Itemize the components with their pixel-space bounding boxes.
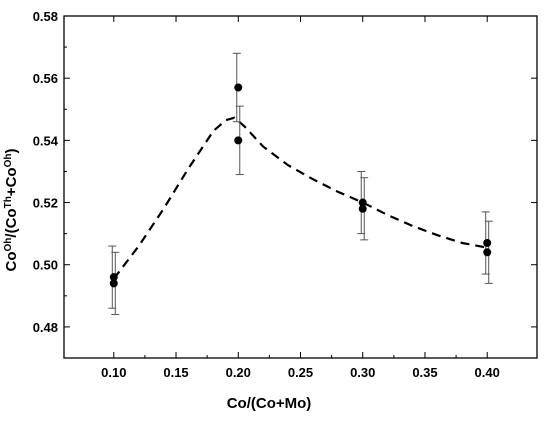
y-axis-ticks: 0.48 0.50 0.52 0.54 0.56 0.58 [33,9,537,335]
y-tick-label: 0.48 [33,320,58,335]
x-tick-label: 0.15 [163,365,188,380]
data-point [234,83,243,92]
y-title-superscript: Th [3,196,14,208]
y-title-superscript: Oh [3,154,14,168]
y-axis-title: CoOh/(CoTh+CoOh) [3,149,21,272]
y-title-text: ) [3,149,20,154]
data-point [109,273,118,282]
x-tick-label: 0.20 [226,365,251,380]
y-tick-label: 0.54 [33,133,59,148]
plot-frame [63,15,538,359]
data-point [358,204,367,213]
y-tick-label: 0.52 [33,196,58,211]
data-point [109,279,118,288]
x-tick-label: 0.30 [350,365,375,380]
y-tick-label: 0.58 [33,9,58,24]
fit-curve-layer [112,116,488,280]
data-point [358,198,367,207]
data-points [109,83,492,288]
data-point [483,238,492,247]
y-title-text: +Co [3,167,20,196]
x-axis-title: Co/(Co+Mo) [227,395,312,412]
x-tick-label: 0.40 [475,365,500,380]
plot-border [63,15,538,359]
y-tick-label: 0.50 [33,258,58,273]
fit-curve [112,116,488,280]
x-tick-label: 0.10 [101,365,126,380]
x-axis-ticks: 0.10 0.15 0.20 0.25 0.30 0.35 0.40 [101,16,500,380]
y-title-superscript: Oh [3,238,14,252]
y-title-text: /(Co [3,208,20,237]
y-title-text: Co [3,251,20,271]
data-point [234,136,243,145]
data-point [483,248,492,257]
y-tick-label: 0.56 [33,71,58,86]
error-bars [108,52,493,315]
x-tick-label: 0.25 [288,365,313,380]
x-tick-label: 0.35 [412,365,437,380]
